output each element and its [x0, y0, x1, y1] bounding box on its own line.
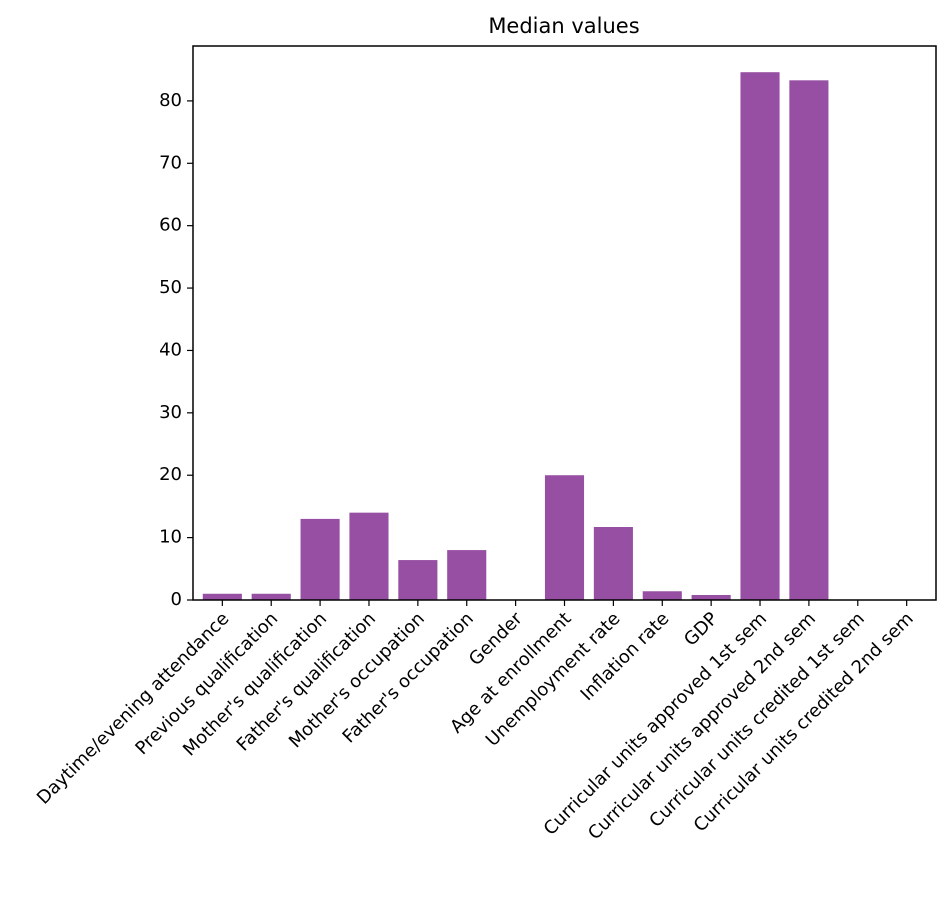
- y-tick-label-2: 20: [159, 464, 182, 485]
- bar-8: [593, 527, 633, 600]
- bar-0: [202, 593, 242, 600]
- y-tick-label-4: 40: [159, 339, 182, 360]
- bar-12: [789, 80, 829, 601]
- bar-1: [251, 593, 291, 600]
- y-tick-label-6: 60: [159, 215, 182, 236]
- y-tick-label-7: 70: [159, 152, 182, 173]
- y-tick-label-5: 50: [159, 277, 182, 298]
- bar-4: [398, 560, 438, 600]
- y-axis: 0 10 20 30 40 50 60 70 80: [159, 90, 193, 610]
- y-tick-label-1: 10: [159, 527, 182, 548]
- plot-frame: [192, 45, 937, 601]
- chart-title: Median values: [488, 14, 639, 38]
- bar-10: [691, 595, 731, 600]
- y-tick-label-8: 80: [159, 90, 182, 111]
- y-tick-label-3: 30: [159, 402, 182, 423]
- bar-2: [300, 518, 340, 600]
- bar-3: [349, 512, 389, 600]
- bar-5: [447, 550, 487, 600]
- bar-11: [740, 72, 780, 601]
- y-tick-label-0: 0: [171, 589, 182, 610]
- bar-9: [642, 591, 682, 600]
- bar-group: [202, 72, 829, 601]
- bar-7: [544, 475, 585, 600]
